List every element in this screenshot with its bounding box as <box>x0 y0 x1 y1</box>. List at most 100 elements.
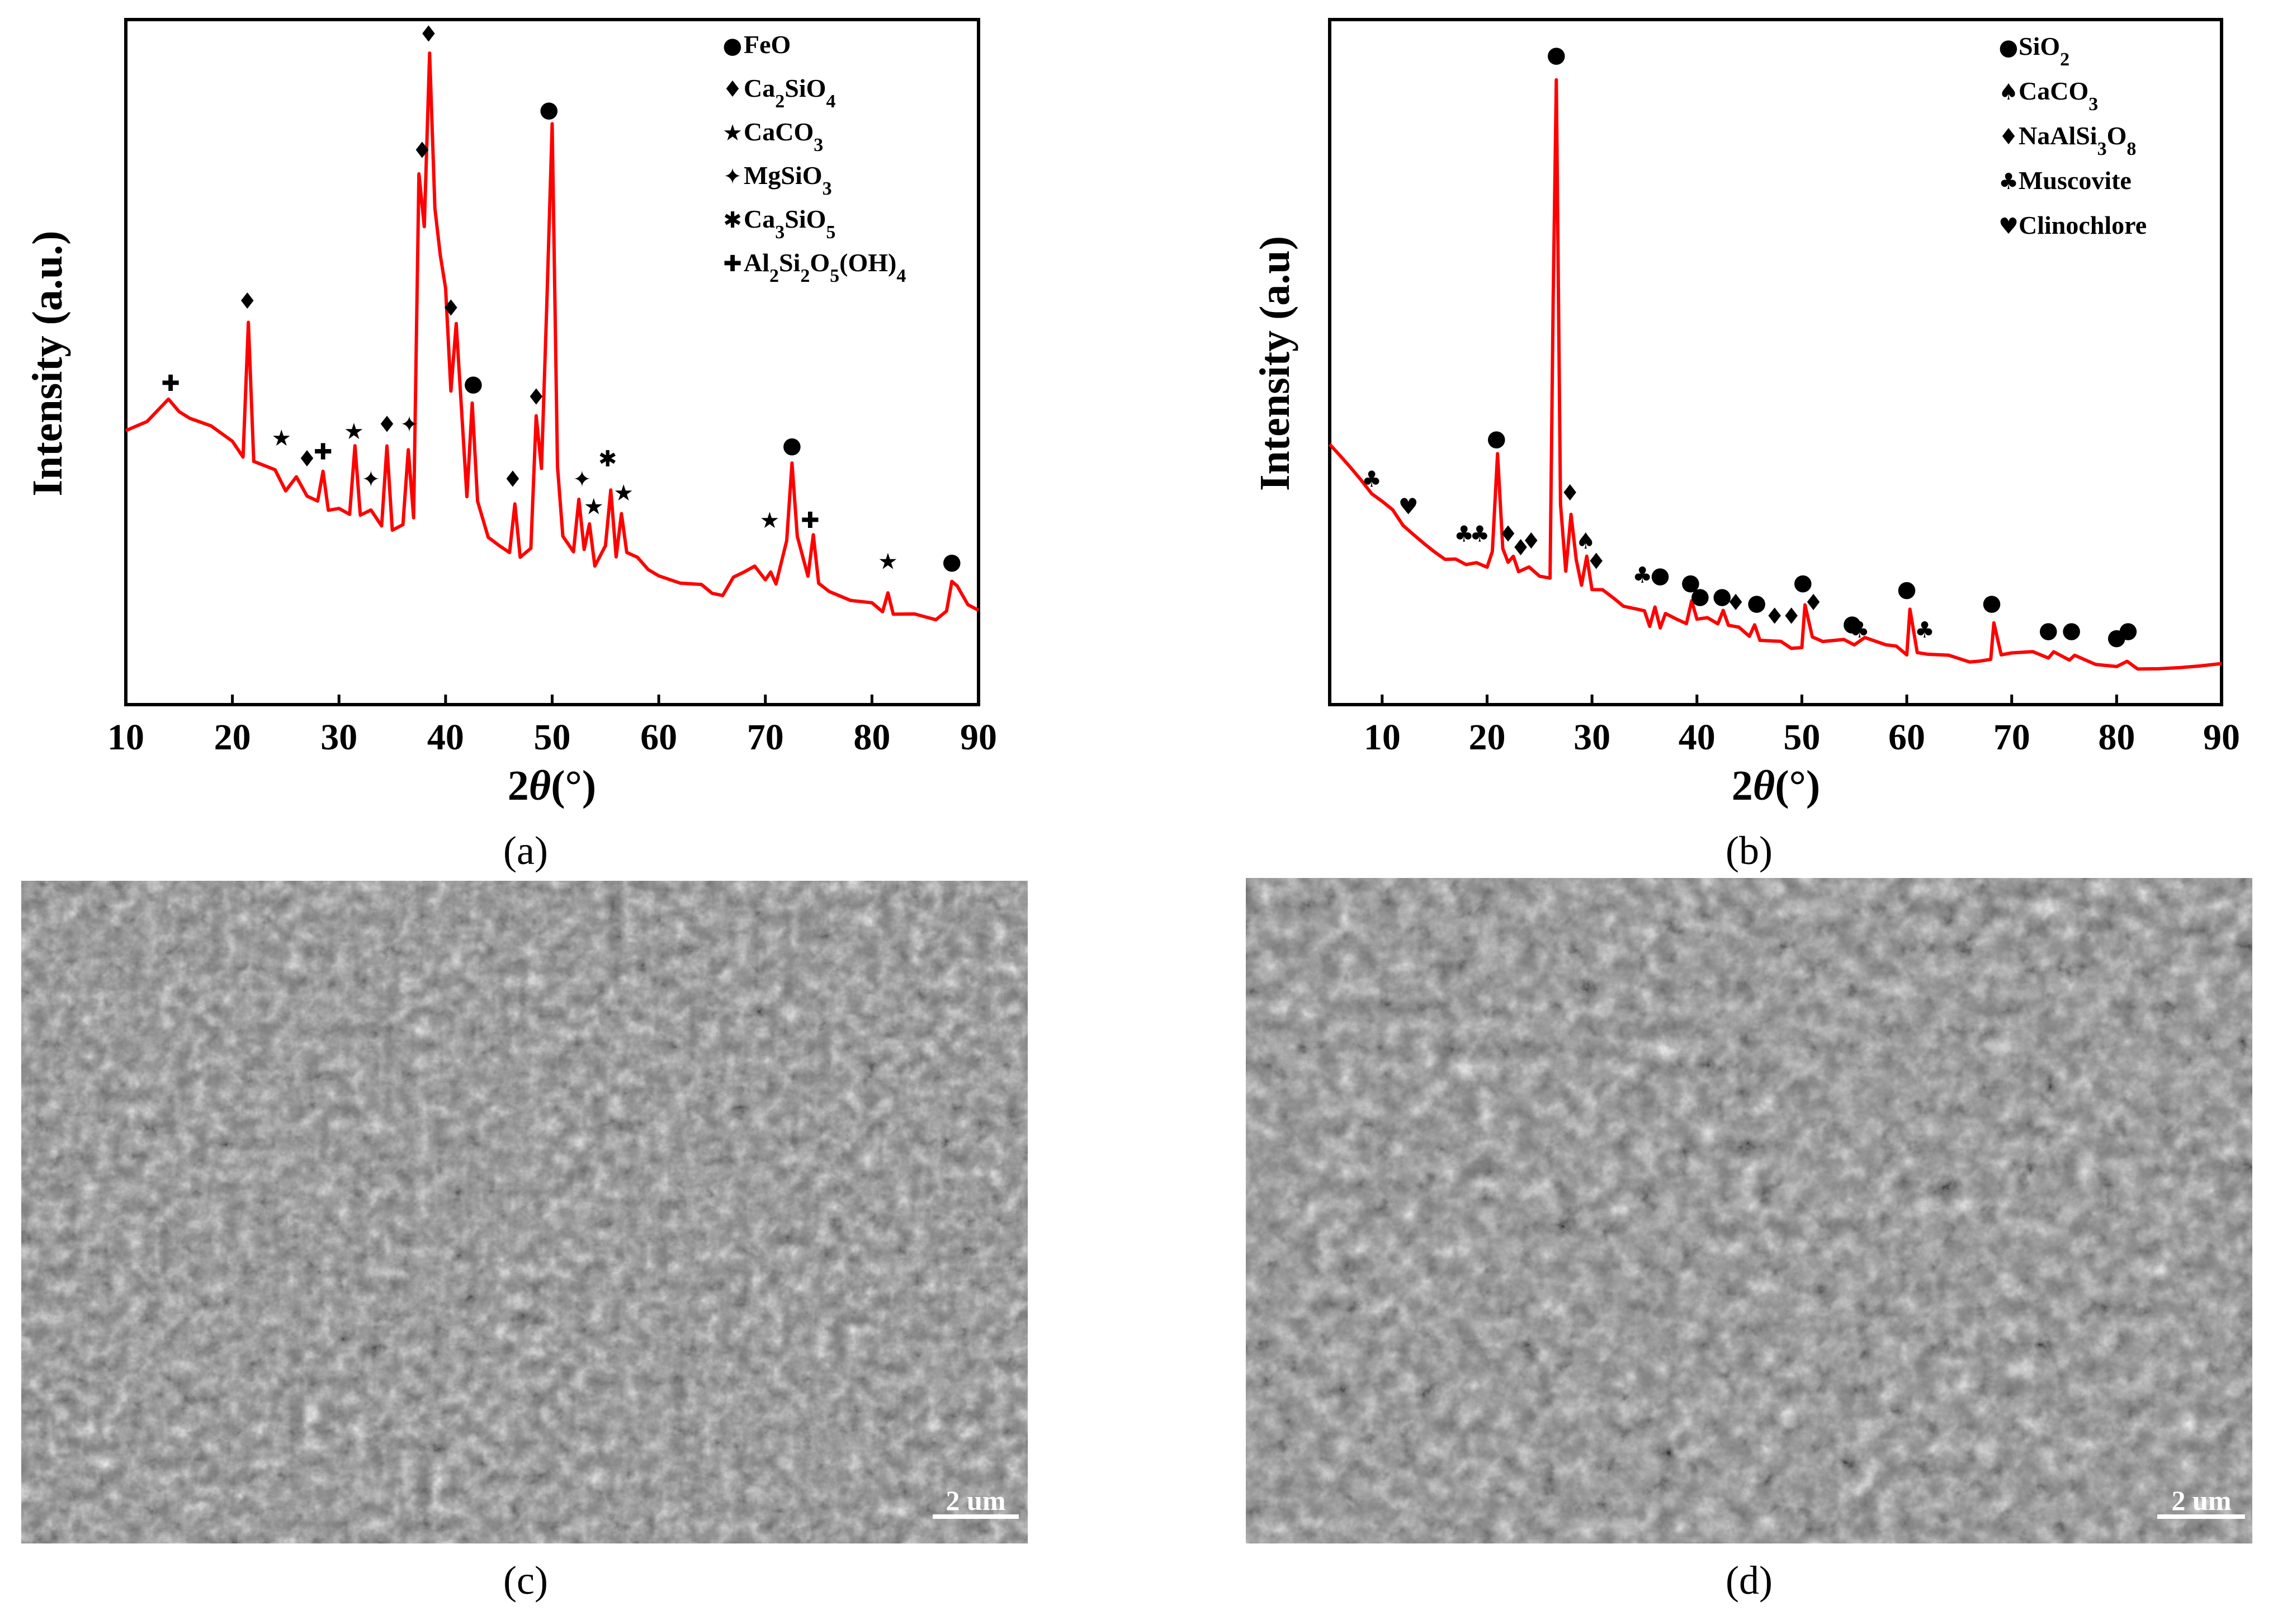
sem-image-c: 2 um (c) <box>21 881 1028 1603</box>
peak-marker-b-9: ♦ <box>1560 480 1580 506</box>
peak-marker-a-1: ♦ <box>237 289 257 314</box>
peak-marker-b-2: ♣ <box>1454 522 1474 547</box>
xrd-chart-b: 10 20 30 40 50 60 70 80 90 ♣♥♣♣●♦♦♦●♦♠♦♣● ●● ●♦ ●♦♦… <box>1251 18 2240 873</box>
peak-marker-b-10: ♠ <box>1576 528 1596 554</box>
legend-label-b-2: NaAlSi3O8 <box>2019 121 2136 159</box>
peak-marker-b-7: ♦ <box>1521 528 1541 554</box>
peak-marker-b-17: ♦ <box>1726 590 1746 616</box>
legend-label-a-3: MgSiO3 <box>744 161 832 199</box>
peak-marker-a-8: ✦ <box>400 412 419 438</box>
scale-label-c: 2 um <box>946 1485 1006 1516</box>
peak-marker-a-16: ✦ <box>573 467 592 493</box>
peak-marker-b-25: ● <box>1897 577 1917 602</box>
legend-label-b-0: SiO2 <box>2019 32 2069 70</box>
x-tick-label-b-80: 80 <box>2098 717 2135 758</box>
legend-symbol-a-4: ✱ <box>723 207 742 233</box>
peak-marker-b-29: ● <box>2062 617 2081 643</box>
scale-label-d: 2 um <box>2172 1485 2232 1516</box>
peak-marker-a-10: ♦ <box>418 21 438 47</box>
x-axis-title-b: 2θ(°) <box>1732 762 1820 809</box>
peak-marker-b-23: ● <box>1842 611 1862 636</box>
peak-marker-a-2: ★ <box>271 426 291 451</box>
legend-symbol-b-0: ● <box>1999 35 2019 60</box>
peak-marker-b-16: ● <box>1712 583 1732 609</box>
legend-symbol-b-1: ♠ <box>1998 79 2019 105</box>
peak-marker-b-27: ● <box>1982 590 2002 616</box>
peak-marker-a-7: ♦ <box>377 412 397 438</box>
peak-marker-b-20: ♦ <box>1781 604 1802 630</box>
legend-symbol-a-0: ● <box>723 33 743 59</box>
x-tick-label-a-80: 80 <box>853 717 890 758</box>
peak-marker-b-15: ● <box>1690 583 1710 609</box>
peak-marker-b-5: ♦ <box>1498 522 1518 547</box>
peak-marker-a-18: ✱ <box>598 446 617 472</box>
plot-frame-b <box>1328 18 2223 706</box>
legend-label-b-4: Clinochlore <box>2019 211 2147 239</box>
peak-marker-a-9: ♦ <box>412 138 432 164</box>
peak-marker-b-18: ● <box>1747 590 1766 616</box>
panel-label-a: (a) <box>503 828 548 873</box>
legend-symbol-a-5: ✚ <box>723 251 742 277</box>
peak-marker-a-5: ★ <box>344 419 364 445</box>
x-tick-label-a-20: 20 <box>214 717 251 758</box>
legend-label-a-2: CaCO3 <box>744 117 823 155</box>
x-tick-label-a-10: 10 <box>107 717 144 758</box>
x-tick-label-b-70: 70 <box>1993 717 2030 758</box>
x-tick-label-b-40: 40 <box>1679 717 1716 758</box>
legend-symbol-a-3: ✦ <box>723 164 742 190</box>
series-line-b <box>1328 78 2222 671</box>
peak-marker-b-8: ● <box>1547 42 1566 68</box>
peak-marker-a-0: ✚ <box>161 371 180 396</box>
legend-label-a-1: Ca2SiO4 <box>744 74 835 112</box>
x-tick-label-b-30: 30 <box>1573 717 1610 758</box>
xrd-chart-a: 10 20 30 40 50 60 70 80 90 ✚♦★♦✚★✦♦ ✦♦♦♦●♦♦●✦★✱★★… <box>24 18 997 873</box>
legend-label-b-1: CaCO3 <box>2019 77 2098 115</box>
x-tick-label-a-40: 40 <box>427 717 464 758</box>
peak-marker-b-26: ♣ <box>1915 617 1935 643</box>
x-tick-label-a-70: 70 <box>747 717 784 758</box>
legend-label-a-0: FeO <box>744 30 791 59</box>
peak-marker-b-19: ♦ <box>1765 604 1785 630</box>
peak-marker-a-21: ● <box>782 432 802 458</box>
peak-marker-b-1: ♥ <box>1398 494 1419 520</box>
legend-symbol-a-2: ★ <box>722 120 743 146</box>
y-axis-title-a: Intensity (a.u.) <box>24 230 71 496</box>
sem-image-d: 2 um (d) <box>1246 878 2252 1603</box>
peak-marker-b-24: ♣ <box>1850 617 1870 643</box>
peak-marker-b-0: ♣ <box>1362 467 1382 493</box>
peak-marker-b-30: ● <box>2107 624 2126 650</box>
legend-symbol-a-1: ♦ <box>722 77 743 102</box>
peak-marker-a-4: ✚ <box>314 440 333 465</box>
legend-label-a-4: Ca3SiO5 <box>744 205 835 243</box>
x-tick-label-a-30: 30 <box>320 717 357 758</box>
peak-marker-a-22: ✚ <box>801 508 820 534</box>
x-tick-label-a-90: 90 <box>960 717 997 758</box>
peak-marker-b-14: ● <box>1681 569 1700 595</box>
peak-marker-b-12: ♣ <box>1632 563 1652 588</box>
legend-symbol-b-4: ♥ <box>1998 214 2019 239</box>
panel-label-b: (b) <box>1726 828 1773 873</box>
peak-marker-a-11: ♦ <box>441 295 461 321</box>
peak-marker-a-20: ★ <box>759 508 779 534</box>
peak-marker-b-21: ● <box>1793 569 1813 595</box>
peak-marker-b-4: ● <box>1487 426 1506 451</box>
x-tick-label-b-20: 20 <box>1468 717 1505 758</box>
peak-marker-a-23: ★ <box>878 549 898 575</box>
x-tick-label-b-10: 10 <box>1364 717 1401 758</box>
peak-marker-b-31: ● <box>2119 617 2138 643</box>
y-axis-title-b: Intensity (a.u) <box>1251 236 1298 491</box>
legend-symbol-b-3: ♣ <box>1998 169 2019 195</box>
peak-marker-b-3: ♣ <box>1469 522 1490 547</box>
peak-marker-a-14: ♦ <box>526 385 546 410</box>
x-tick-label-b-50: 50 <box>1783 717 1820 758</box>
peak-marker-b-28: ● <box>2039 617 2058 643</box>
peak-marker-a-17: ★ <box>584 494 604 520</box>
peak-marker-a-15: ● <box>539 97 559 122</box>
legend-label-b-3: Muscovite <box>2019 166 2132 195</box>
panel-label-d: (d) <box>1726 1558 1773 1603</box>
series-line-a <box>125 51 980 622</box>
x-tick-label-a-50: 50 <box>534 717 571 758</box>
peak-marker-a-13: ♦ <box>503 467 523 493</box>
legend-symbol-b-2: ♦ <box>1998 124 2019 150</box>
